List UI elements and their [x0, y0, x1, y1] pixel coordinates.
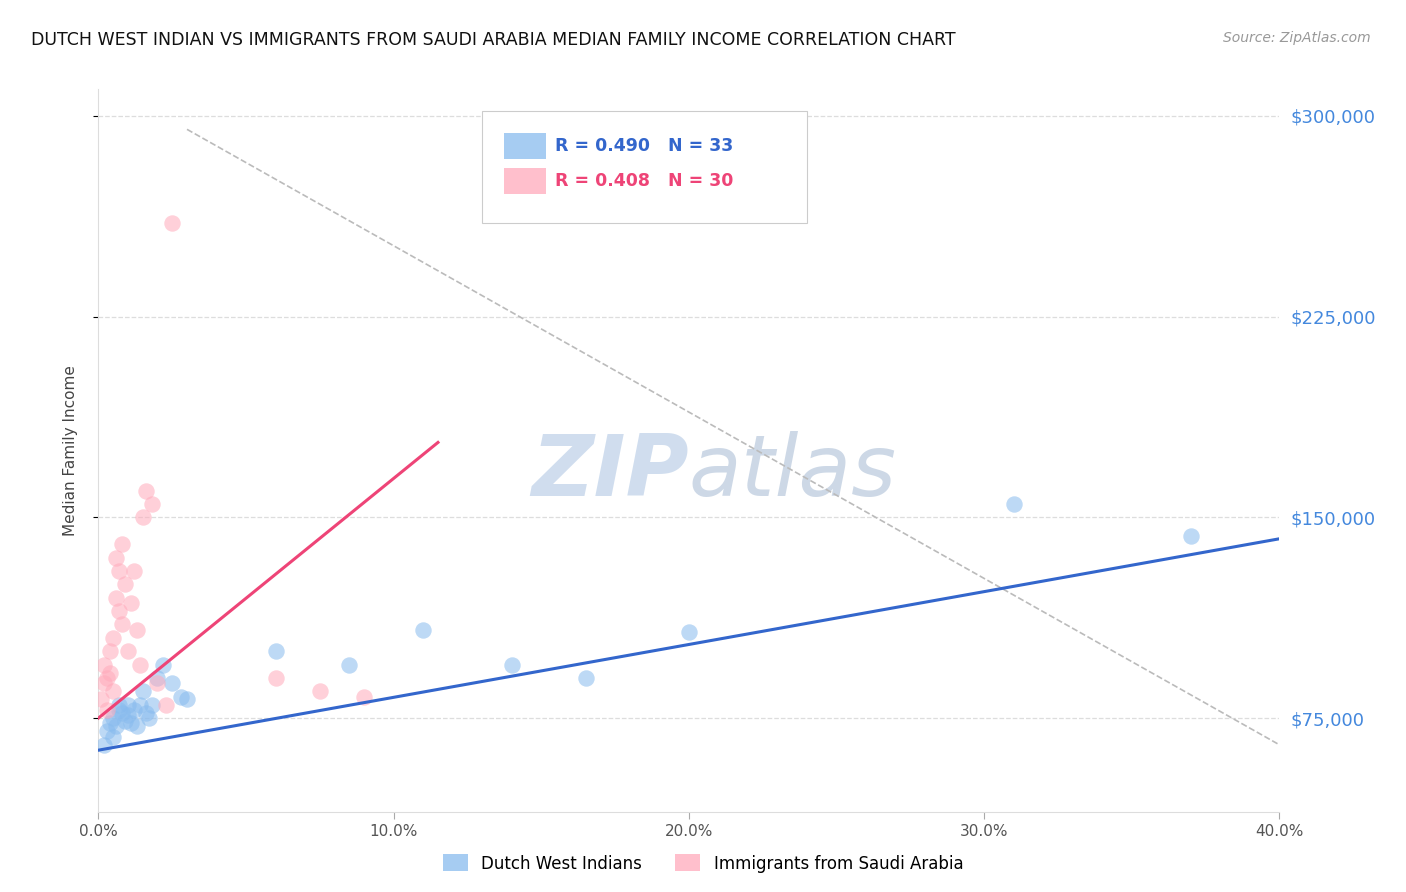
Point	[108, 703, 131, 717]
Point	[122, 564, 145, 578]
Point	[120, 596, 142, 610]
Point	[111, 706, 134, 720]
Point	[1002, 497, 1025, 511]
Point	[108, 604, 131, 618]
Text: R = 0.408   N = 30: R = 0.408 N = 30	[555, 172, 734, 190]
Y-axis label: Median Family Income: Median Family Income	[63, 365, 77, 536]
Point	[162, 216, 183, 230]
Legend: Dutch West Indians, Immigrants from Saudi Arabia: Dutch West Indians, Immigrants from Saud…	[436, 847, 970, 880]
Point	[103, 711, 125, 725]
Point	[108, 698, 131, 712]
Point	[146, 676, 169, 690]
Point	[117, 698, 139, 712]
Point	[93, 676, 115, 690]
Point	[120, 716, 142, 731]
Point	[96, 724, 118, 739]
Point	[1180, 529, 1202, 543]
Point	[141, 698, 163, 712]
Point	[128, 698, 150, 712]
Point	[111, 617, 134, 632]
Point	[105, 550, 128, 565]
Point	[96, 703, 118, 717]
Point	[339, 657, 361, 672]
Text: DUTCH WEST INDIAN VS IMMIGRANTS FROM SAUDI ARABIA MEDIAN FAMILY INCOME CORRELATI: DUTCH WEST INDIAN VS IMMIGRANTS FROM SAU…	[31, 31, 956, 49]
Text: Source: ZipAtlas.com: Source: ZipAtlas.com	[1223, 31, 1371, 45]
Point	[111, 537, 134, 551]
Point	[162, 676, 183, 690]
Point	[114, 714, 136, 728]
Point	[146, 671, 169, 685]
Point	[155, 698, 177, 712]
Point	[105, 591, 128, 605]
Point	[96, 671, 118, 685]
Text: atlas: atlas	[689, 431, 897, 514]
Point	[309, 684, 332, 698]
Point	[98, 716, 121, 731]
FancyBboxPatch shape	[482, 111, 807, 223]
Point	[103, 631, 125, 645]
Point	[501, 657, 523, 672]
Text: ZIP: ZIP	[531, 431, 689, 514]
FancyBboxPatch shape	[503, 168, 546, 194]
Point	[170, 690, 193, 704]
Point	[105, 719, 128, 733]
Point	[117, 644, 139, 658]
Point	[93, 657, 115, 672]
Point	[103, 684, 125, 698]
Point	[114, 577, 136, 591]
Point	[353, 690, 375, 704]
Point	[575, 671, 598, 685]
Point	[264, 671, 287, 685]
Point	[108, 564, 131, 578]
Point	[132, 510, 155, 524]
Point	[117, 708, 139, 723]
Point	[93, 738, 115, 752]
Point	[132, 684, 155, 698]
FancyBboxPatch shape	[503, 133, 546, 160]
Point	[412, 623, 434, 637]
Point	[128, 657, 150, 672]
Point	[98, 665, 121, 680]
Point	[176, 692, 198, 706]
Point	[678, 625, 700, 640]
Point	[141, 497, 163, 511]
Point	[135, 483, 157, 498]
Point	[90, 692, 112, 706]
Point	[125, 623, 148, 637]
Point	[152, 657, 174, 672]
Point	[264, 644, 287, 658]
Point	[103, 730, 125, 744]
Point	[125, 719, 148, 733]
Point	[122, 703, 145, 717]
Point	[138, 711, 160, 725]
Point	[98, 644, 121, 658]
Text: R = 0.490   N = 33: R = 0.490 N = 33	[555, 137, 734, 155]
Point	[135, 706, 157, 720]
